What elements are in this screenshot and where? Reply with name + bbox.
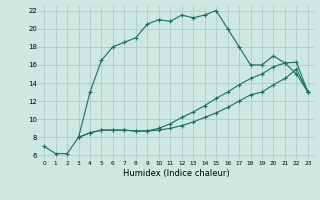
X-axis label: Humidex (Indice chaleur): Humidex (Indice chaleur): [123, 169, 229, 178]
